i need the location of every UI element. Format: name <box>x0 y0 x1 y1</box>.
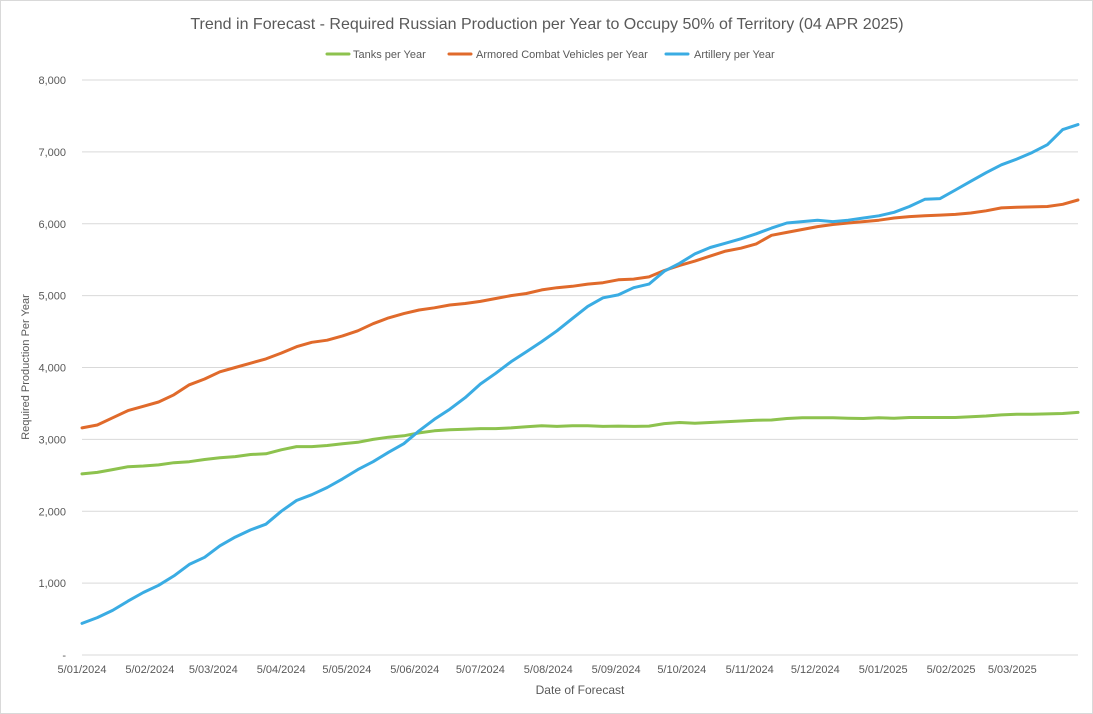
y-tick-label: 2,000 <box>38 506 66 518</box>
x-tick-label: 5/12/2024 <box>791 664 840 676</box>
chart-title: Trend in Forecast - Required Russian Pro… <box>190 16 903 33</box>
x-tick-label: 5/01/2025 <box>859 664 908 676</box>
gridlines <box>82 79 1078 656</box>
y-tick-label: - <box>62 650 66 662</box>
x-tick-label: 5/03/2024 <box>189 664 238 676</box>
y-tick-label: 8,000 <box>38 75 66 87</box>
x-tick-label: 5/03/2025 <box>988 664 1037 676</box>
x-tick-label: 5/02/2024 <box>125 664 174 676</box>
y-tick-label: 4,000 <box>38 363 66 375</box>
series-lines <box>80 123 1080 625</box>
x-tick-label: 5/02/2025 <box>927 664 976 676</box>
x-tick-label: 5/09/2024 <box>592 664 641 676</box>
legend-label-1: Armored Combat Vehicles per Year <box>476 49 648 61</box>
y-tick-label: 3,000 <box>38 434 66 446</box>
legend: Tanks per Year Armored Combat Vehicles pe… <box>325 49 775 61</box>
y-tick-label: 6,000 <box>38 219 66 231</box>
legend-label-0: Tanks per Year <box>353 49 426 61</box>
series-line-1 <box>80 198 1080 430</box>
series-line-2 <box>80 123 1080 625</box>
series-line-0 <box>80 410 1080 476</box>
x-tick-label: 5/08/2024 <box>524 664 573 676</box>
y-tick-label: 1,000 <box>38 578 66 590</box>
x-tick-label: 5/04/2024 <box>257 664 306 676</box>
x-tick-label: 5/05/2024 <box>322 664 371 676</box>
y-axis-tick-labels: - 1,000 2,000 3,000 4,000 5,000 6,000 7,000 8,00… <box>38 75 66 662</box>
x-axis-title: Date of Forecast <box>536 683 625 697</box>
x-tick-label: 5/10/2024 <box>657 664 706 676</box>
x-axis-tick-labels: 5/01/2024 5/02/2024 5/03/2024 5/04/2024 5/05… <box>58 664 1037 676</box>
y-axis-title: Required Production Per Year <box>20 294 32 440</box>
x-tick-label: 5/07/2024 <box>456 664 505 676</box>
legend-label-2: Artillery per Year <box>694 49 775 61</box>
y-tick-label: 7,000 <box>38 147 66 159</box>
x-tick-label: 5/11/2024 <box>726 664 774 676</box>
x-tick-label: 5/01/2024 <box>58 664 107 676</box>
x-tick-label: 5/06/2024 <box>390 664 439 676</box>
y-tick-label: 5,000 <box>38 291 66 303</box>
